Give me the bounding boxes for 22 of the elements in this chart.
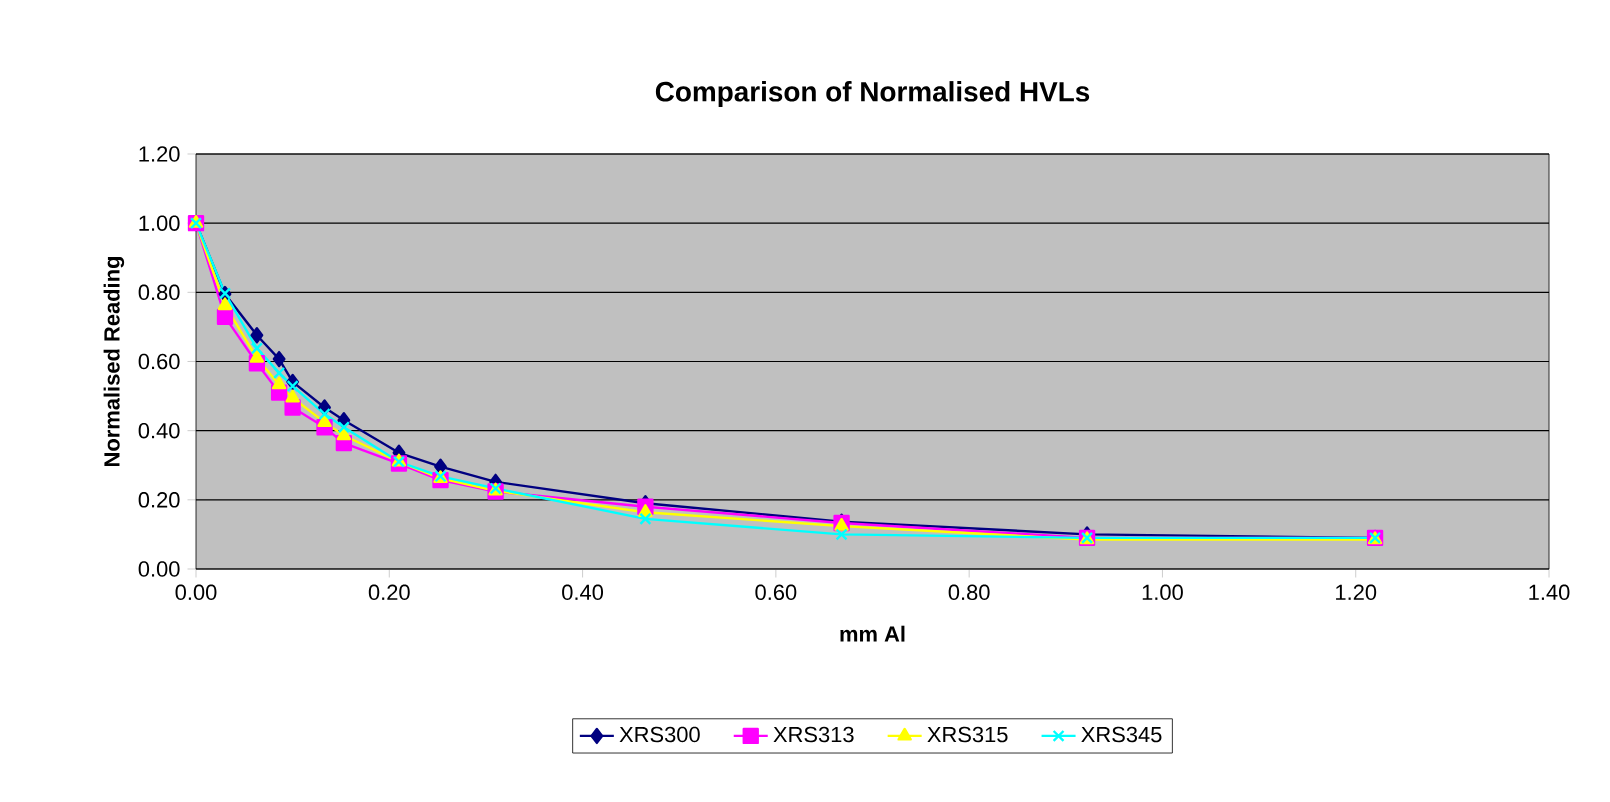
y-tick-label: 1.00 bbox=[139, 215, 180, 231]
x-tick-label: 1.20 bbox=[1336, 584, 1377, 601]
y-tick-label: 0.80 bbox=[138, 284, 180, 301]
x-tick-label: 0.60 bbox=[755, 584, 797, 601]
legend-label: XRS313 bbox=[773, 726, 854, 743]
x-tick-label: 1.40 bbox=[1529, 584, 1570, 601]
legend-label: XRS315 bbox=[927, 726, 1008, 743]
y-axis-title: Normalised Reading bbox=[103, 257, 125, 466]
legend-label: XRS300 bbox=[619, 726, 700, 743]
y-tick-label: 0.60 bbox=[138, 353, 180, 370]
x-tick-label: 0.20 bbox=[368, 584, 410, 601]
x-axis-title: mm Al bbox=[840, 625, 905, 642]
y-tick-label: 0.40 bbox=[138, 422, 180, 439]
y-tick-label: 0.20 bbox=[138, 492, 180, 508]
legend-label: XRS345 bbox=[1081, 726, 1162, 743]
x-tick-label: 0.40 bbox=[562, 584, 604, 601]
y-tick-label: 1.20 bbox=[139, 146, 180, 162]
x-tick-label: 0.00 bbox=[175, 584, 217, 601]
x-tick-label: 0.80 bbox=[948, 584, 990, 601]
y-tick-label: 0.00 bbox=[138, 561, 180, 577]
x-tick-label: 1.00 bbox=[1142, 584, 1183, 601]
chart-title: Comparison of Normalised HVLs bbox=[655, 81, 1090, 108]
